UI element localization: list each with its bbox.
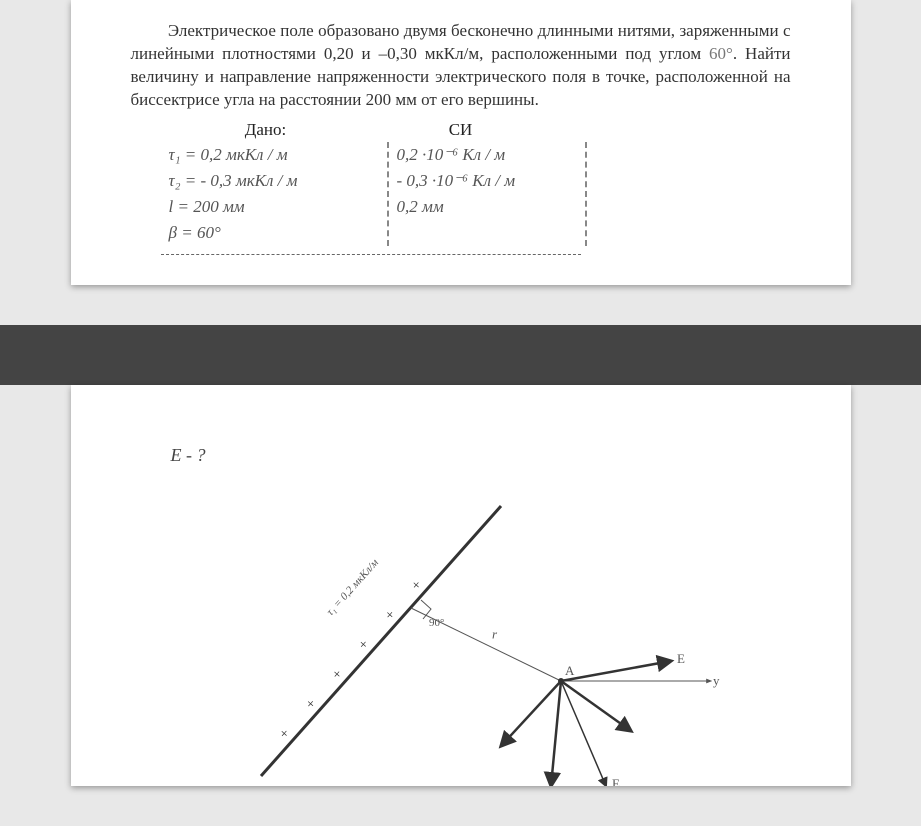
given-block: Дано: СИ τ₁ = 0,2 мкКл / м τ₂ = - 0,3 мк… bbox=[161, 120, 791, 255]
svg-text:E: E bbox=[612, 776, 620, 786]
page-2: E - ? ++++++τ₁ = 0,2 мкКл/м90°rAyEE bbox=[71, 385, 851, 786]
svg-text:A: A bbox=[565, 663, 575, 678]
given-row: τ₂ = - 0,3 мкКл / м bbox=[169, 168, 379, 194]
given-row: τ₁ = 0,2 мкКл / м bbox=[169, 142, 379, 168]
given-row: 0,2 мм bbox=[397, 194, 577, 220]
problem-angle: 60° bbox=[709, 44, 733, 63]
given-col-left: τ₁ = 0,2 мкКл / м τ₂ = - 0,3 мкКл / м l … bbox=[161, 140, 387, 248]
svg-text:r: r bbox=[492, 626, 498, 641]
problem-text: Электрическое поле образовано двумя беск… bbox=[131, 20, 791, 112]
dashed-hr bbox=[161, 254, 581, 255]
given-row: β = 60° bbox=[169, 220, 379, 246]
svg-text:y: y bbox=[713, 673, 720, 688]
svg-text:+: + bbox=[303, 696, 320, 712]
svg-text:90°: 90° bbox=[429, 617, 444, 629]
svg-text:+: + bbox=[276, 726, 293, 742]
page-gap bbox=[0, 325, 921, 385]
given-row: l = 200 мм bbox=[169, 194, 379, 220]
given-row: - 0,3 ·10⁻⁶ Кл / м bbox=[397, 168, 577, 194]
given-header-right: СИ bbox=[371, 120, 551, 140]
vector-diagram: ++++++τ₁ = 0,2 мкКл/м90°rAyEE bbox=[201, 486, 721, 786]
problem-part-1: Электрическое поле образовано двумя беск… bbox=[131, 21, 791, 63]
svg-text:+: + bbox=[329, 667, 346, 683]
svg-text:+: + bbox=[408, 577, 425, 593]
dashed-divider bbox=[585, 142, 587, 246]
svg-text:E: E bbox=[677, 651, 685, 666]
svg-text:+: + bbox=[356, 637, 373, 653]
given-header-left: Дано: bbox=[161, 120, 371, 140]
given-row: 0,2 ·10⁻⁶ Кл / м bbox=[397, 142, 577, 168]
given-col-right: 0,2 ·10⁻⁶ Кл / м - 0,3 ·10⁻⁶ Кл / м 0,2 … bbox=[389, 140, 585, 248]
given-row bbox=[397, 220, 577, 246]
svg-text:τ₁ = 0,2 мкКл/м: τ₁ = 0,2 мкКл/м bbox=[324, 557, 381, 618]
svg-text:+: + bbox=[382, 607, 399, 623]
page-1: Электрическое поле образовано двумя беск… bbox=[71, 0, 851, 285]
find-expression: E - ? bbox=[171, 445, 791, 466]
